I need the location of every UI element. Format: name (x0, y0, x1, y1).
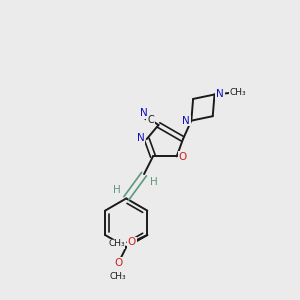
Text: N: N (137, 134, 145, 143)
Text: H: H (113, 185, 121, 195)
Text: N: N (216, 89, 224, 100)
Text: N: N (182, 116, 190, 126)
Text: N: N (140, 108, 148, 118)
Text: CH₃: CH₃ (230, 88, 247, 97)
Text: O: O (115, 258, 123, 268)
Text: CH₃: CH₃ (108, 239, 125, 248)
Text: O: O (128, 237, 136, 248)
Text: CH₃: CH₃ (110, 272, 127, 280)
Text: H: H (150, 177, 158, 188)
Text: O: O (178, 152, 187, 162)
Text: C: C (147, 115, 154, 125)
